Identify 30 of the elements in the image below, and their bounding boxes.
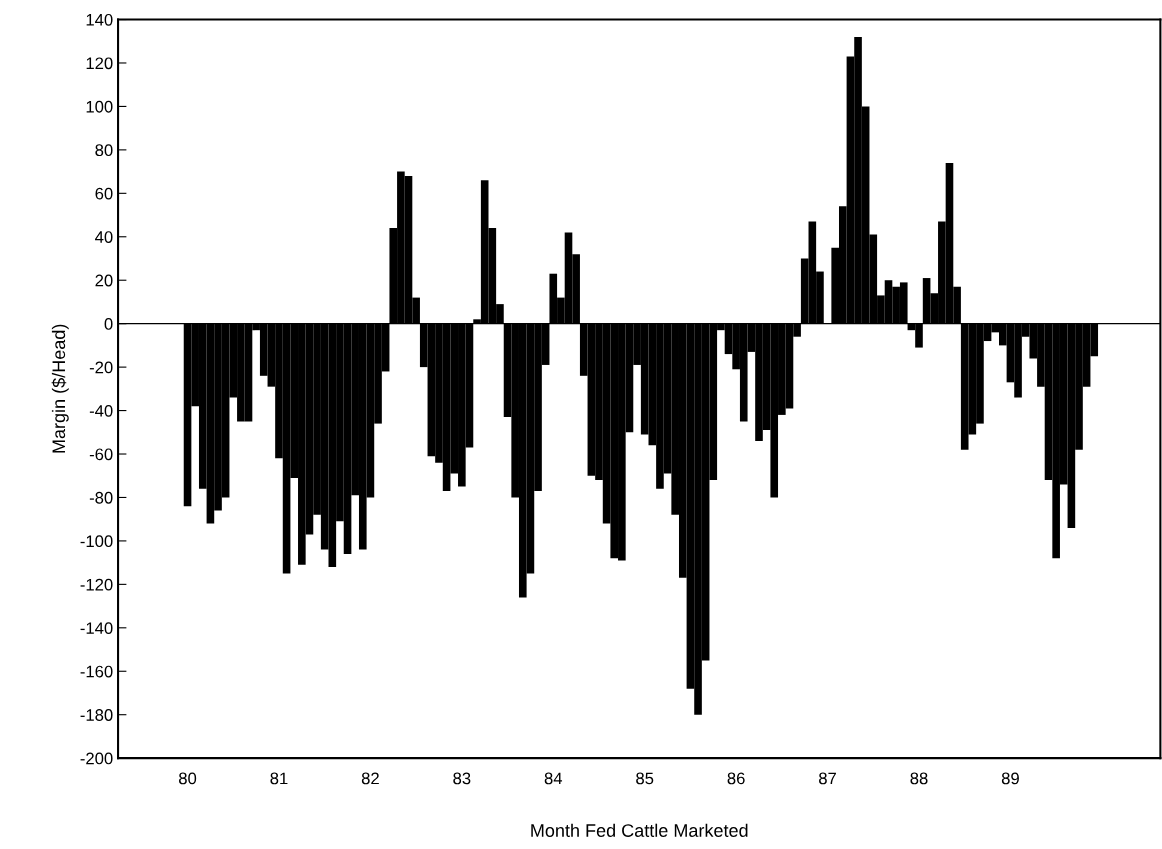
y-tick-label: -120: [80, 578, 113, 591]
x-tick-label: 87: [819, 772, 836, 785]
y-tick-label: -200: [80, 752, 113, 765]
x-tick-label: 80: [179, 772, 197, 785]
x-tick-label: 82: [361, 772, 379, 785]
y-tick-label: -140: [80, 622, 113, 635]
y-tick-label: 60: [95, 187, 113, 200]
x-axis-title: Month Fed Cattle Marketed: [531, 823, 748, 837]
y-axis-title: Margin ($/Head): [51, 324, 69, 453]
x-tick-label: 83: [453, 772, 471, 785]
y-tick-label: -100: [80, 535, 113, 548]
y-tick-label: 120: [86, 57, 113, 70]
x-tick-label: 89: [1001, 772, 1019, 785]
y-tick-label: -160: [80, 665, 113, 678]
y-tick-label: 140: [86, 13, 113, 26]
y-tick-label: -180: [80, 709, 113, 721]
x-tick-label: 88: [910, 772, 928, 785]
y-tick-label: -60: [89, 448, 113, 461]
y-tick-label: -40: [89, 404, 113, 417]
y-tick-label: 0: [104, 318, 113, 330]
x-tick-label: 85: [636, 772, 654, 785]
y-tick-label: 20: [95, 274, 113, 287]
x-tick-label: 86: [727, 772, 745, 785]
y-tick-label: -80: [89, 491, 113, 504]
x-tick-label: 84: [544, 772, 563, 785]
y-tick-label: -20: [89, 361, 113, 374]
y-tick-label: 40: [95, 231, 113, 243]
x-tick-label: 81: [270, 772, 288, 785]
y-tick-label: 80: [95, 144, 113, 157]
y-tick-label: 100: [86, 100, 113, 113]
